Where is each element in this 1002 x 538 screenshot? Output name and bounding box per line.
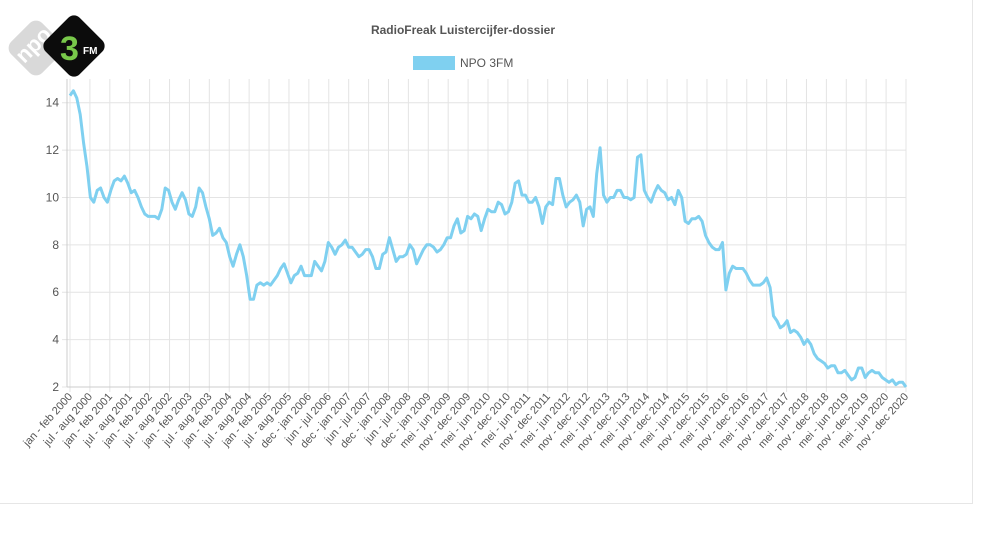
svg-text:3: 3 bbox=[60, 30, 79, 68]
y-tick-label: 8 bbox=[52, 238, 59, 252]
y-tick-label: 14 bbox=[46, 96, 60, 110]
y-tick-label: 4 bbox=[52, 333, 59, 347]
chart-panel bbox=[0, 0, 973, 504]
line-chart: RadioFreak Luistercijfer-dossier NPO 3FM… bbox=[21, 23, 912, 453]
y-tick-label: 6 bbox=[52, 285, 59, 299]
y-tick-label: 10 bbox=[46, 190, 60, 204]
3fm-logo-icon: 3 FM bbox=[43, 15, 105, 77]
svg-text:FM: FM bbox=[83, 46, 97, 57]
legend[interactable]: NPO 3FM bbox=[413, 56, 513, 70]
grid bbox=[62, 79, 907, 392]
legend-swatch bbox=[413, 56, 455, 70]
series-line-npo-3fm bbox=[68, 89, 908, 388]
y-axis: 2 4 6 8 10 12 14 bbox=[46, 96, 60, 394]
npo-3fm-logo: npo 3 FM bbox=[8, 15, 105, 77]
chart-title: RadioFreak Luistercijfer-dossier bbox=[371, 23, 555, 37]
y-tick-label: 12 bbox=[46, 143, 60, 157]
legend-label: NPO 3FM bbox=[460, 56, 513, 70]
y-tick-label: 2 bbox=[52, 380, 59, 394]
